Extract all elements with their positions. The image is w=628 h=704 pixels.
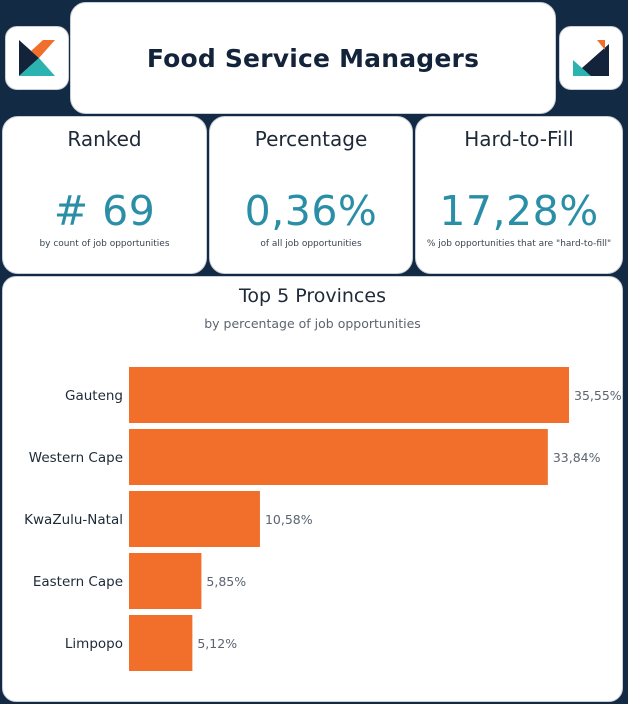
- kpi-subtitle: by count of job opportunities: [39, 239, 170, 249]
- kpi-label: Percentage: [254, 127, 368, 151]
- category-label: Eastern Cape: [33, 574, 123, 590]
- category-label: Limpopo: [65, 636, 123, 652]
- chart-card: Top 5 Provinces by percentage of job opp…: [2, 276, 623, 702]
- logo-right-card: [559, 26, 623, 90]
- data-label: 33,84%: [553, 450, 601, 465]
- bar-gauteng[interactable]: [129, 367, 569, 423]
- kpi-value: # 69: [53, 187, 156, 235]
- kpi-hard-to-fill-card: Hard-to-Fill 17,28% % job opportunities …: [415, 116, 623, 274]
- bar-western-cape[interactable]: [129, 429, 548, 485]
- category-label: Western Cape: [29, 450, 123, 466]
- kpi-label: Ranked: [67, 127, 142, 151]
- kpi-value: 0,36%: [244, 187, 378, 235]
- kpi-label: Hard-to-Fill: [464, 127, 574, 151]
- data-label: 5,12%: [197, 636, 237, 651]
- kpi-subtitle: % job opportunities that are "hard-to-fi…: [426, 239, 612, 249]
- data-label: 10,58%: [265, 512, 313, 527]
- kpi-percentage-card: Percentage 0,36% of all job opportunitie…: [209, 116, 413, 274]
- kpi-value: 17,28%: [439, 187, 599, 235]
- page-title: Food Service Managers: [146, 43, 480, 73]
- category-label: Gauteng: [65, 388, 123, 404]
- brand-logo-alt-icon: [573, 40, 609, 76]
- bar-chart: Gauteng 35,55% Western Cape 33,84% KwaZulu-N…: [24, 367, 622, 671]
- kpi-subtitle: of all job opportunities: [260, 239, 362, 249]
- bar-kwazulu-natal[interactable]: [129, 491, 260, 547]
- bar-limpopo[interactable]: [129, 615, 193, 671]
- data-label: 5,85%: [206, 574, 246, 589]
- chart-subtitle: by percentage of job opportunities: [204, 316, 421, 331]
- title-card: Food Service Managers: [70, 2, 556, 114]
- brand-logo-icon: [19, 40, 55, 76]
- logo-left-card: [5, 26, 69, 90]
- bar-eastern-cape[interactable]: [129, 553, 202, 609]
- chart-title: Top 5 Provinces: [239, 285, 386, 307]
- kpi-ranked-card: Ranked # 69 by count of job opportunitie…: [2, 116, 207, 274]
- data-label: 35,55%: [574, 388, 622, 403]
- category-label: KwaZulu-Natal: [24, 512, 123, 528]
